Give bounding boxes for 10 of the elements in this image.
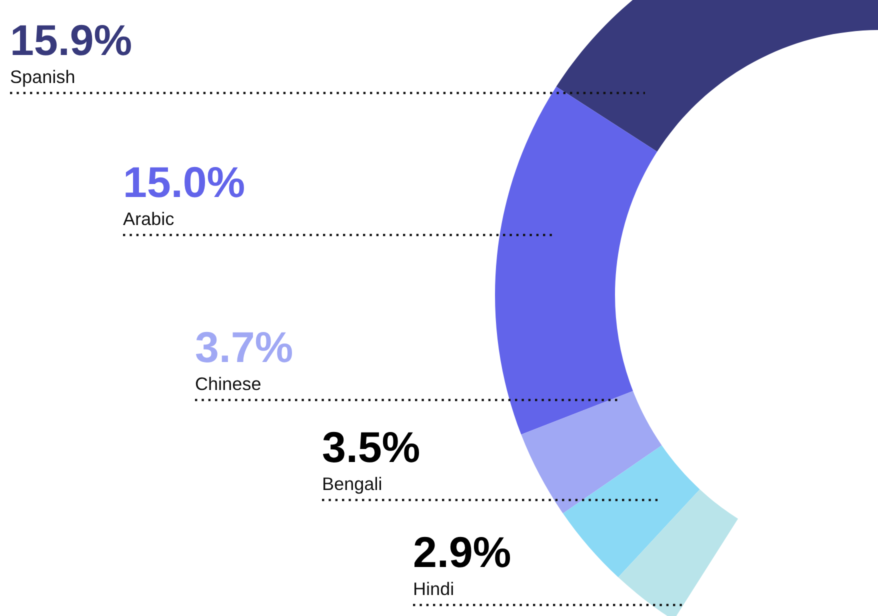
slice-label: Arabic <box>123 212 174 226</box>
slice-label: Hindi <box>414 582 453 596</box>
data-label: 15.0% <box>126 166 244 198</box>
slice-label: Chinese <box>196 376 260 390</box>
slice-label: Spanish <box>10 70 74 87</box>
data-label: 3.7% <box>196 332 292 362</box>
slice-label: Bengali <box>323 476 382 494</box>
data-label: 3.5% <box>322 432 419 462</box>
data-label: 2.9% <box>414 536 510 568</box>
data-label: 15.9% <box>12 24 131 56</box>
